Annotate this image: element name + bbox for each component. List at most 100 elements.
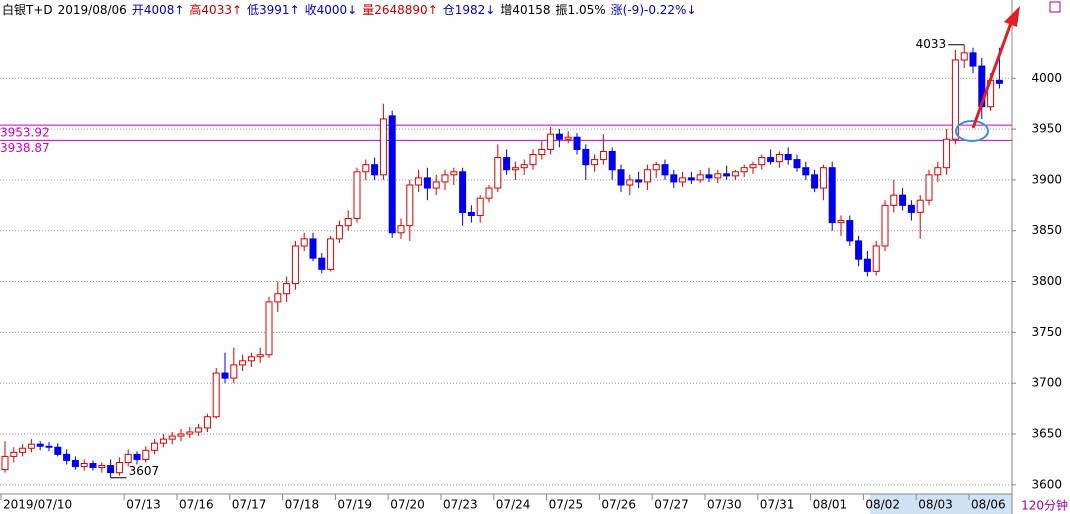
header-item: 振1.05%: [556, 3, 606, 17]
y-tick-label: 3800: [1031, 274, 1062, 288]
candle-body: [819, 167, 827, 189]
candle-body: [608, 150, 616, 171]
y-tick-label: 3950: [1031, 122, 1062, 136]
candle-body: [203, 416, 211, 429]
candle-body: [811, 174, 819, 189]
candle-body: [714, 173, 722, 179]
candle-body: [397, 225, 405, 234]
x-tick-label: 08/06: [971, 498, 1006, 512]
candle-body: [371, 164, 379, 176]
candle-body: [256, 354, 264, 358]
candle-body: [441, 174, 449, 183]
y-tick-label: 3700: [1031, 376, 1062, 390]
candle-body: [388, 115, 396, 234]
candle-body: [221, 372, 229, 379]
candle-body: [291, 245, 299, 285]
candle-body: [503, 157, 511, 171]
candle-body: [124, 453, 132, 463]
candle-body: [89, 463, 97, 469]
candle-body: [406, 184, 414, 227]
y-tick-label: 3650: [1031, 427, 1062, 441]
candle-body: [529, 154, 537, 166]
candle-body: [599, 150, 607, 161]
candle-body: [265, 301, 273, 356]
candle-body: [679, 177, 687, 183]
candle-body: [573, 136, 581, 150]
candle-body: [705, 174, 713, 179]
candle-body: [467, 211, 475, 216]
candle-body: [881, 204, 889, 247]
candle-body: [969, 52, 977, 67]
period-label: 120分钟: [1021, 498, 1068, 513]
candle-body: [379, 118, 387, 176]
candle-body: [71, 459, 79, 468]
candle-body: [45, 445, 53, 448]
candle-body: [520, 164, 528, 169]
toggle-box[interactable]: [1049, 1, 1061, 13]
candle-body: [274, 293, 282, 303]
candle-body: [547, 133, 555, 150]
x-tick-label: 07/19: [337, 498, 372, 512]
candle-body: [300, 238, 308, 247]
candle-body: [230, 364, 238, 379]
annotation-label: 3607: [129, 464, 160, 478]
candle-body: [432, 181, 440, 189]
x-tick-label: 07/13: [126, 498, 161, 512]
candle-body: [168, 435, 176, 440]
highlight-circle: [955, 120, 989, 142]
candle-body: [846, 220, 854, 242]
candle-body: [943, 138, 951, 169]
candle-body: [80, 463, 88, 468]
header-item: 开4008↑: [132, 3, 185, 17]
candle-body: [247, 356, 255, 362]
x-tick-label: 07/18: [285, 498, 320, 512]
header-item: 增40158: [500, 3, 550, 17]
candle-body: [107, 465, 115, 474]
candle-body: [142, 449, 150, 460]
candle-body: [995, 79, 1003, 84]
candle-body: [696, 174, 704, 181]
candle-body: [151, 442, 159, 451]
candle-body: [98, 465, 106, 469]
y-tick-label: 3600: [1031, 477, 1062, 491]
candle-body: [115, 461, 123, 474]
candle-body: [186, 431, 194, 435]
candle-body: [749, 164, 757, 169]
x-tick-label: 07/24: [496, 498, 531, 512]
candle-body: [159, 438, 167, 444]
candle-body: [828, 167, 836, 224]
candle-body: [916, 199, 924, 213]
candle-body: [177, 433, 185, 437]
candle-body: [652, 164, 660, 171]
x-tick-label: 07/25: [549, 498, 584, 512]
candle-body: [617, 169, 625, 186]
header-item: 仓1982↓: [443, 3, 496, 17]
candle-body: [564, 136, 572, 140]
candle-body: [335, 225, 343, 240]
y-tick-label: 3850: [1031, 223, 1062, 237]
candle-body: [872, 245, 880, 272]
candle-body: [899, 194, 907, 206]
candle-body: [63, 453, 71, 461]
candle-body: [863, 258, 871, 272]
header-item: 白银T+D: [2, 2, 53, 17]
x-tick-label: 07/23: [443, 498, 478, 512]
header: 白银T+D 2019/08/06 开4008↑ 高4033↑ 低3991↑ 收4000↓ 量…: [2, 2, 697, 17]
x-tick-label: 07/26: [601, 498, 636, 512]
candle-body: [239, 360, 247, 366]
candle-body: [960, 52, 968, 61]
date-highlight: [870, 494, 1012, 514]
candle-body: [802, 167, 810, 176]
candle-body: [327, 238, 335, 270]
candle-body: [309, 238, 317, 259]
candle-body: [890, 194, 898, 206]
header-item: 收4000↓: [305, 3, 358, 17]
candle-body: [855, 240, 863, 260]
candle-body: [318, 257, 326, 270]
reference-label: 3953.92: [0, 126, 50, 140]
y-tick-label: 3750: [1031, 325, 1062, 339]
candle-body: [626, 179, 634, 186]
x-tick-label: 08/01: [813, 498, 848, 512]
